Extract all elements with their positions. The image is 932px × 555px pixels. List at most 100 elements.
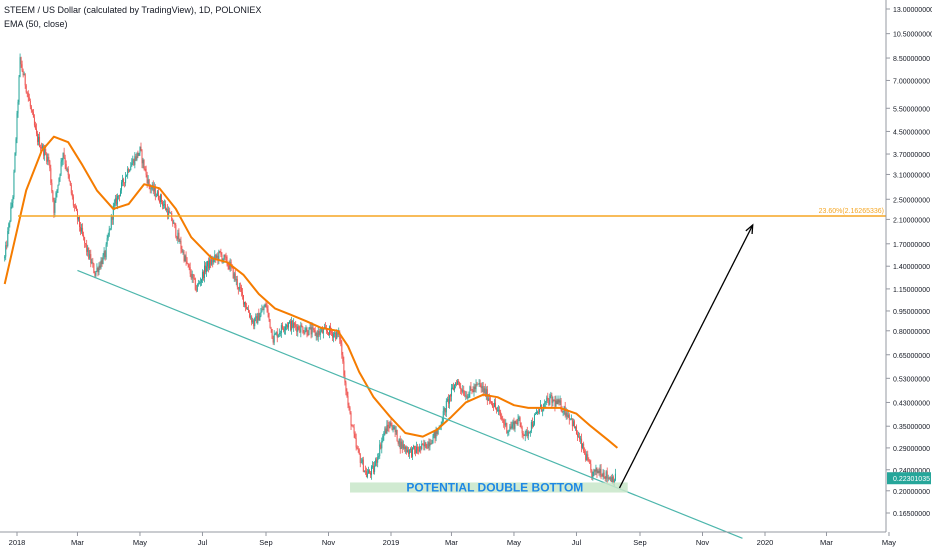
candle-body xyxy=(186,261,188,264)
candle-body xyxy=(30,106,32,111)
price-tick-label: 1.40000000 xyxy=(893,264,930,271)
candle-body xyxy=(424,442,426,447)
candle-body xyxy=(490,401,492,404)
candle-body xyxy=(248,308,250,313)
candle-body xyxy=(81,227,83,232)
candle-body xyxy=(188,264,190,268)
candle-body xyxy=(442,411,444,422)
candle-body xyxy=(27,93,29,98)
candle-body xyxy=(531,422,533,427)
candle-body xyxy=(464,395,466,397)
candle-body xyxy=(408,449,410,455)
price-tick-label: 0.43000000 xyxy=(893,400,930,407)
candle-body xyxy=(592,471,594,479)
candle-body xyxy=(215,254,217,258)
candle-body xyxy=(268,312,270,320)
candle-body xyxy=(255,316,257,319)
candle-body xyxy=(480,384,482,389)
candle-body xyxy=(586,454,588,461)
price-tick-label: 0.53000000 xyxy=(893,376,930,383)
candle-body xyxy=(80,226,82,232)
candle-body xyxy=(213,258,215,263)
candle-body xyxy=(404,446,406,450)
time-tick-label: Mar xyxy=(71,538,84,547)
candle-body xyxy=(372,465,374,467)
candle-body xyxy=(295,324,297,328)
candle-body xyxy=(493,402,495,407)
candle-body xyxy=(569,418,571,420)
candle-body xyxy=(603,472,605,477)
candle-body xyxy=(605,471,607,479)
candle-body xyxy=(461,389,463,392)
candle-body xyxy=(312,327,314,329)
candle-body xyxy=(98,265,100,273)
candle-body xyxy=(69,180,71,186)
candle-body xyxy=(375,459,377,466)
candle-body xyxy=(258,313,260,321)
candle-body xyxy=(264,304,266,308)
legend: STEEM / US Dollar (calculated by Trading… xyxy=(4,3,261,31)
candle-body xyxy=(413,446,415,448)
candle-body xyxy=(121,182,123,191)
candle-body xyxy=(238,286,240,290)
candle-body xyxy=(113,203,115,206)
candle-body xyxy=(303,332,305,334)
time-tick-label: 2019 xyxy=(383,538,400,547)
candle-body xyxy=(11,203,13,207)
candle-body xyxy=(251,316,253,323)
candle-body xyxy=(102,255,104,264)
candle-body xyxy=(76,210,78,220)
candle-body xyxy=(465,395,467,397)
candle-body xyxy=(99,265,101,268)
candle-body xyxy=(575,426,577,435)
candle-body xyxy=(458,381,460,383)
candle-body xyxy=(302,327,304,333)
candle-body xyxy=(177,232,179,240)
candle-body xyxy=(116,196,118,205)
candle-body xyxy=(507,431,509,433)
candle-body xyxy=(559,400,561,403)
candle-body xyxy=(551,395,553,403)
candle-body xyxy=(491,403,493,407)
candle-body xyxy=(585,453,587,461)
candle-body xyxy=(314,329,316,336)
candle-body xyxy=(558,399,560,403)
candle-body xyxy=(144,168,146,170)
candle-body xyxy=(388,426,390,429)
candle-body xyxy=(261,309,263,312)
price-tick-label: 8.50000000 xyxy=(893,56,930,63)
candle-body xyxy=(224,254,226,257)
candle-body xyxy=(300,325,302,333)
candle-body xyxy=(86,244,88,252)
candle-body xyxy=(443,408,445,412)
time-tick-label: Nov xyxy=(696,538,710,547)
candle-body xyxy=(374,465,376,472)
candle-body xyxy=(537,411,539,413)
candle-body xyxy=(556,400,558,405)
candle-body xyxy=(123,178,125,183)
candle-body xyxy=(56,189,58,193)
candle-body xyxy=(233,273,235,279)
candle-body xyxy=(566,412,568,417)
candle-body xyxy=(472,390,474,393)
candle-body xyxy=(415,449,417,453)
candle-body xyxy=(279,332,281,334)
candle-body xyxy=(546,397,548,402)
candle-body xyxy=(276,332,278,338)
candle-body xyxy=(283,329,285,331)
candle-body xyxy=(555,400,557,407)
candle-body xyxy=(500,411,502,417)
price-tick-label: 10.50000000 xyxy=(893,32,932,39)
candle-body xyxy=(21,64,23,71)
candle-body xyxy=(436,430,438,434)
candle-body xyxy=(106,238,108,245)
candle-body xyxy=(414,446,416,450)
candle-body xyxy=(158,199,160,203)
candle-body xyxy=(88,247,90,259)
candle-body xyxy=(138,153,140,156)
candle-body xyxy=(449,395,451,397)
candle-body xyxy=(487,398,489,401)
candle-body xyxy=(402,444,404,449)
candle-body xyxy=(249,312,251,317)
